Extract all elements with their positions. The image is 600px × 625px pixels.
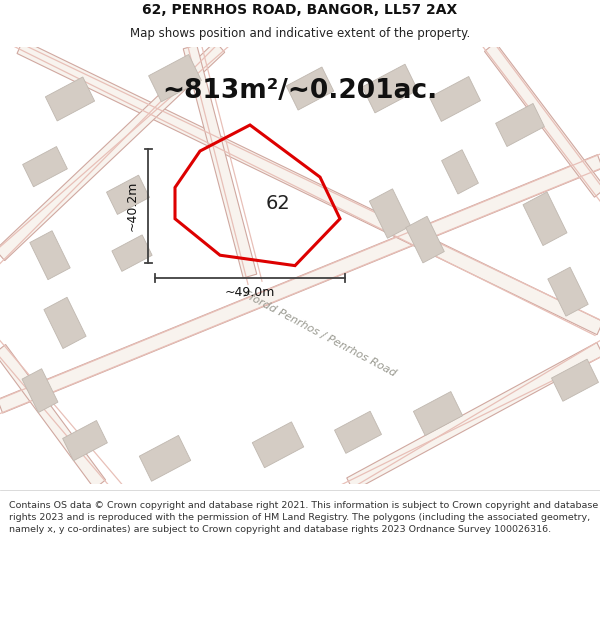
Polygon shape [252,422,304,468]
Polygon shape [335,411,382,453]
Polygon shape [442,150,478,194]
Text: ~813m²/~0.201ac.: ~813m²/~0.201ac. [163,78,437,104]
Polygon shape [551,359,598,401]
Polygon shape [0,41,225,261]
Polygon shape [496,104,544,146]
Polygon shape [149,54,202,102]
Text: ~49.0m: ~49.0m [225,286,275,299]
Text: 62: 62 [266,194,290,213]
Polygon shape [183,45,257,278]
Polygon shape [0,344,106,489]
Polygon shape [286,67,334,110]
Polygon shape [17,40,600,335]
Polygon shape [406,216,445,263]
Polygon shape [107,175,149,214]
Text: ~40.2m: ~40.2m [125,181,139,231]
Polygon shape [362,64,418,113]
Text: Ffordd Penrhos / Penrhos Road: Ffordd Penrhos / Penrhos Road [242,289,398,378]
Polygon shape [347,342,600,491]
Polygon shape [22,369,58,413]
Polygon shape [484,42,600,198]
Polygon shape [523,192,567,246]
Polygon shape [0,154,600,413]
Text: Contains OS data © Crown copyright and database right 2021. This information is : Contains OS data © Crown copyright and d… [9,501,598,534]
Text: Map shows position and indicative extent of the property.: Map shows position and indicative extent… [130,28,470,40]
Polygon shape [62,421,107,461]
Polygon shape [44,298,86,349]
Polygon shape [413,391,463,436]
Text: 62, PENRHOS ROAD, BANGOR, LL57 2AX: 62, PENRHOS ROAD, BANGOR, LL57 2AX [142,3,458,18]
Polygon shape [430,76,481,121]
Polygon shape [370,189,410,238]
Polygon shape [548,268,588,316]
Polygon shape [23,146,67,187]
Polygon shape [46,77,95,121]
Polygon shape [30,231,70,279]
Polygon shape [139,436,191,481]
Polygon shape [112,235,152,271]
